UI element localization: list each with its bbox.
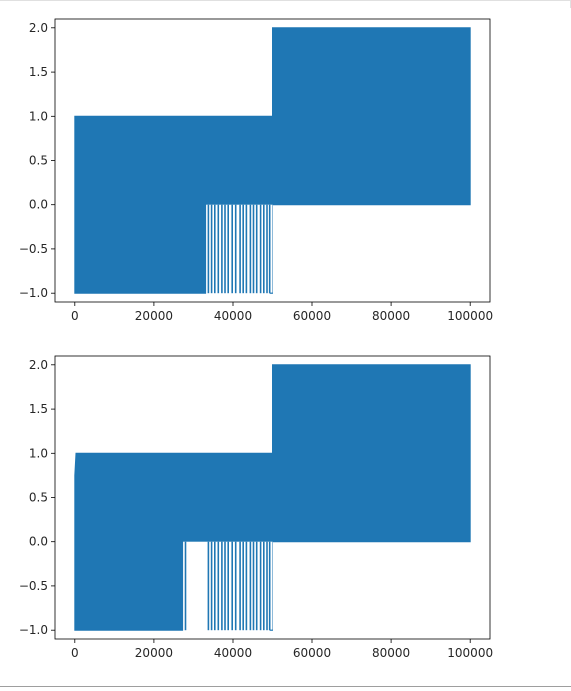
- x-tick-label: 60000: [293, 309, 331, 323]
- y-tick-label: 1.0: [29, 446, 48, 460]
- x-tick-label: 100000: [447, 646, 493, 660]
- y-tick-label: −1.0: [19, 623, 48, 637]
- y-tick-label: 2.0: [29, 21, 48, 35]
- x-tick-label: 100000: [447, 309, 493, 323]
- y-tick-label: 0.5: [29, 491, 48, 505]
- cell-bottom-border: [0, 686, 571, 687]
- y-tick-label: −0.5: [19, 579, 48, 593]
- x-tick-label: 20000: [135, 309, 173, 323]
- subplot-1: 0 20000 40000 60000 80000 100000 −1.0 −0.5 0.0 0.…: [19, 18, 493, 323]
- y-tick-label: 1.0: [29, 109, 48, 123]
- x-tick-label: 40000: [214, 646, 252, 660]
- cell-top-border: [0, 0, 571, 1]
- x-tick-label: 60000: [293, 646, 331, 660]
- y-tick-label: −0.5: [19, 242, 48, 256]
- x-tick-label: 0: [71, 309, 79, 323]
- x-tick-label: 20000: [135, 646, 173, 660]
- y-tick-label: 1.5: [29, 402, 48, 416]
- y-tick-label: 0.0: [29, 535, 48, 549]
- x-tick-label: 80000: [372, 309, 410, 323]
- x-tick-label: 40000: [214, 309, 252, 323]
- subplot-2: 0 20000 40000 60000 80000 100000 −1.0 −0.5 0.0 0.…: [19, 355, 493, 660]
- y-tick-label: 1.5: [29, 65, 48, 79]
- y-tick-label: 0.5: [29, 154, 48, 168]
- x-tick-label: 80000: [372, 646, 410, 660]
- y-tick-label: −1.0: [19, 286, 48, 300]
- y-tick-label: 2.0: [29, 358, 48, 372]
- y-tick-label: 0.0: [29, 198, 48, 212]
- x-tick-label: 0: [71, 646, 79, 660]
